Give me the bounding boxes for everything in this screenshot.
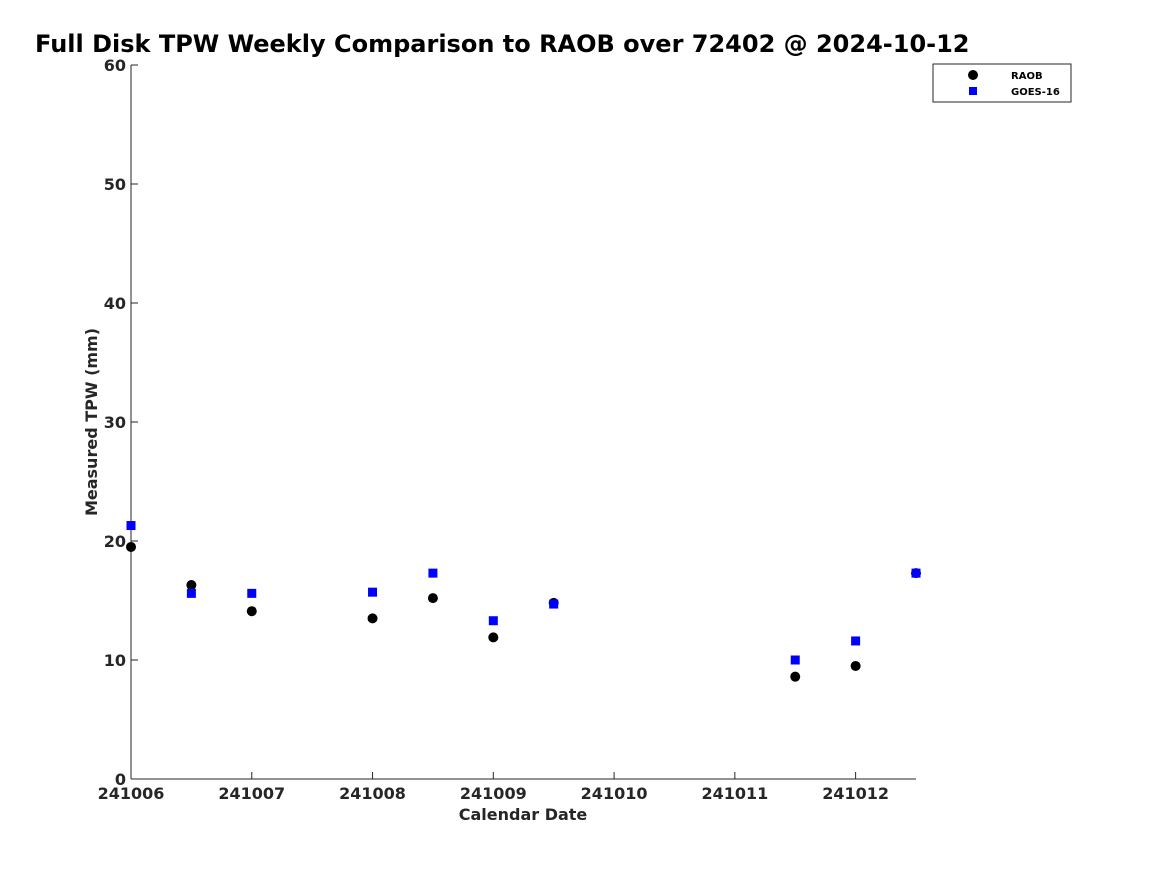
goes-16-point	[368, 587, 378, 597]
raob-point	[186, 580, 197, 591]
y-tick-label: 10	[104, 651, 126, 670]
chart-title: Full Disk TPW Weekly Comparison to RAOB …	[35, 30, 970, 58]
goes-16-point	[428, 568, 438, 578]
goes-16-point	[911, 568, 921, 578]
y-tick-label: 20	[104, 532, 126, 551]
x-tick-label: 241006	[98, 784, 165, 803]
goes-16-point	[488, 616, 498, 626]
raob-point	[790, 671, 801, 682]
x-tick-label: 241008	[339, 784, 406, 803]
legend-box	[932, 63, 1072, 103]
y-axis-label: Measured TPW (mm)	[82, 328, 101, 516]
raob-point	[126, 541, 136, 552]
x-tick-label: 241010	[581, 784, 648, 803]
raob-point	[246, 606, 257, 617]
goes-16-point	[247, 588, 257, 598]
legend-label-goes-16: GOES-16	[1011, 87, 1060, 98]
goes-16-point	[126, 521, 136, 531]
goes-16-point	[790, 655, 800, 665]
legend-marker-goes-16	[969, 87, 977, 95]
goes-16-point	[851, 636, 861, 646]
y-tick-label: 40	[104, 294, 126, 313]
raob-point	[367, 613, 378, 624]
x-tick-label: 241007	[218, 784, 285, 803]
raob-point	[427, 593, 438, 604]
goes-16-point	[549, 599, 559, 609]
raob-point	[850, 660, 861, 671]
x-tick-label: 241009	[460, 784, 527, 803]
y-tick-label: 30	[104, 413, 126, 432]
axes: 0 10 20 30 40 50 60 241006 241007 241008 241009 241…	[98, 56, 916, 803]
raob-point	[488, 632, 499, 643]
x-tick-label: 241011	[701, 784, 768, 803]
x-tick-label: 241012	[822, 784, 889, 803]
legend-label-raob: RAOB	[1011, 71, 1043, 82]
legend-marker-raob	[968, 70, 978, 80]
x-axis-label: Calendar Date	[459, 805, 588, 824]
goes-16-point	[186, 588, 196, 598]
y-tick-label: 60	[104, 56, 126, 75]
y-tick-label: 50	[104, 175, 126, 194]
data-points	[126, 521, 921, 682]
legend: RAOB GOES-16	[932, 63, 1072, 103]
y-tick-label: 0	[115, 770, 126, 789]
